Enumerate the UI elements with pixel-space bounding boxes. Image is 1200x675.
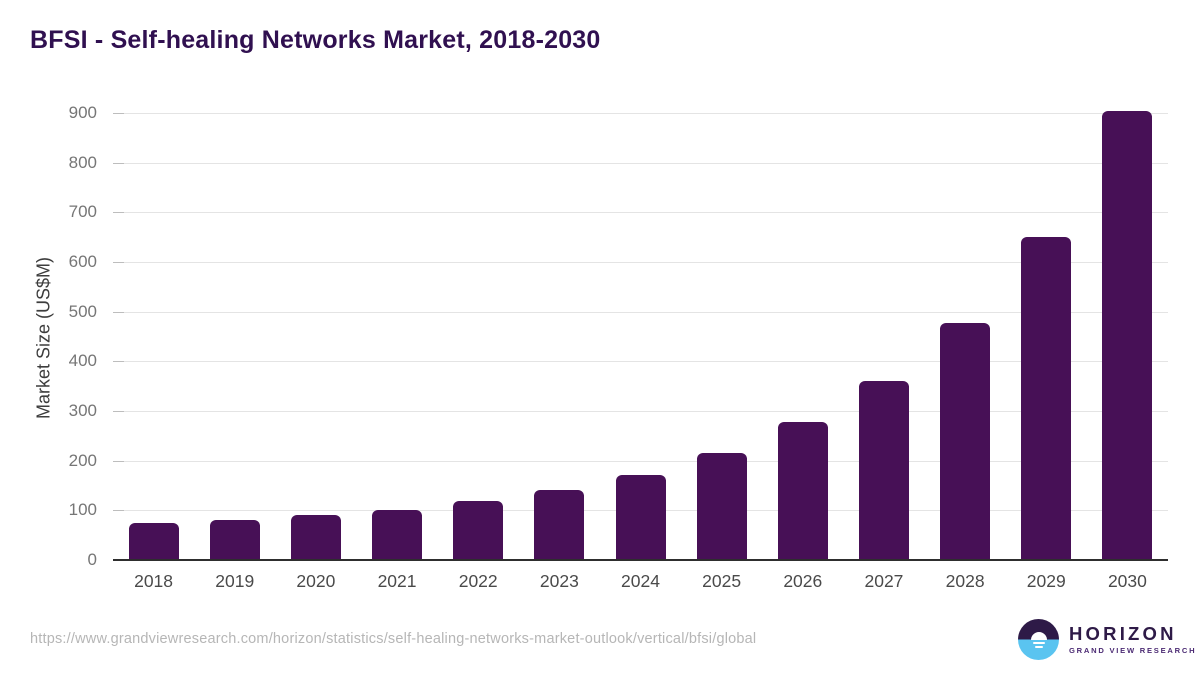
gridline-500 [113,311,1168,313]
horizon-logo-text: HORIZON GRAND VIEW RESEARCH [1069,624,1196,655]
y-tick-label-200: 200 [68,450,97,470]
y-tick-700 [113,212,124,214]
bar-2021[interactable] [372,509,423,560]
gridline-900 [113,113,1168,114]
horizon-logo[interactable]: HORIZON GRAND VIEW RESEARCH [1018,619,1196,660]
bar-2030[interactable] [1102,110,1153,560]
y-tick-label-900: 900 [68,103,97,122]
y-tick-label-300: 300 [68,401,97,420]
y-tick-500 [113,311,124,313]
x-axis-line [113,559,1168,561]
bar-2024[interactable] [615,474,666,560]
horizon-logo-subtitle: GRAND VIEW RESEARCH [1069,646,1197,655]
x-tick-label-2027: 2027 [864,571,904,591]
y-tick-label-0: 0 [87,550,97,569]
bar-2023[interactable] [534,490,585,560]
x-tick-label-2022: 2022 [458,571,498,591]
x-tick-label-2025: 2025 [702,571,742,591]
y-axis-title: Market Size (US$M) [33,256,54,420]
y-tick-label-800: 800 [68,152,97,172]
x-tick-label-2019: 2019 [215,571,255,591]
y-tick-300 [113,411,124,412]
gridline-800 [113,162,1168,164]
bar-2019[interactable] [209,519,260,560]
y-tick-200 [113,460,124,462]
bar-2022[interactable] [453,501,504,560]
horizon-sun-over-water-icon [1018,619,1059,660]
x-tick-label-2026: 2026 [783,571,823,591]
bar-2026[interactable] [777,422,828,560]
y-tick-400 [113,361,124,363]
y-tick-600 [113,262,124,263]
x-tick-label-2023: 2023 [539,571,579,591]
bar-2025[interactable] [696,452,747,560]
x-tick-label-2020: 2020 [296,571,336,591]
gridline-300 [113,411,1168,412]
horizon-logo-name: HORIZON [1069,623,1177,644]
y-tick-800 [113,162,124,164]
y-tick-900 [113,113,124,114]
chart-title: BFSI - Self-healing Networks Market, 201… [30,26,601,54]
source-url: https://www.grandviewresearch.com/horizo… [30,631,757,647]
y-tick-label-500: 500 [68,301,97,321]
gridline-200 [113,460,1168,462]
x-tick-label-2030: 2030 [1107,571,1147,591]
bar-2018[interactable] [128,522,179,560]
x-tick-label-2029: 2029 [1026,571,1066,591]
gridline-700 [113,212,1168,214]
gridline-400 [113,361,1168,363]
bar-2028[interactable] [940,323,991,560]
bar-2027[interactable] [858,381,909,560]
y-tick-label-600: 600 [68,252,97,271]
y-tick-label-700: 700 [68,202,97,222]
x-tick-label-2024: 2024 [621,571,660,591]
bar-2029[interactable] [1021,237,1072,560]
gridline-600 [113,262,1168,263]
y-tick-label-400: 400 [68,351,97,371]
x-tick-label-2028: 2028 [945,571,985,591]
bar-2020[interactable] [290,515,341,560]
y-tick-100 [113,510,124,512]
x-tick-label-2018: 2018 [134,571,174,591]
y-tick-label-100: 100 [68,500,97,520]
x-tick-label-2021: 2021 [377,571,417,591]
